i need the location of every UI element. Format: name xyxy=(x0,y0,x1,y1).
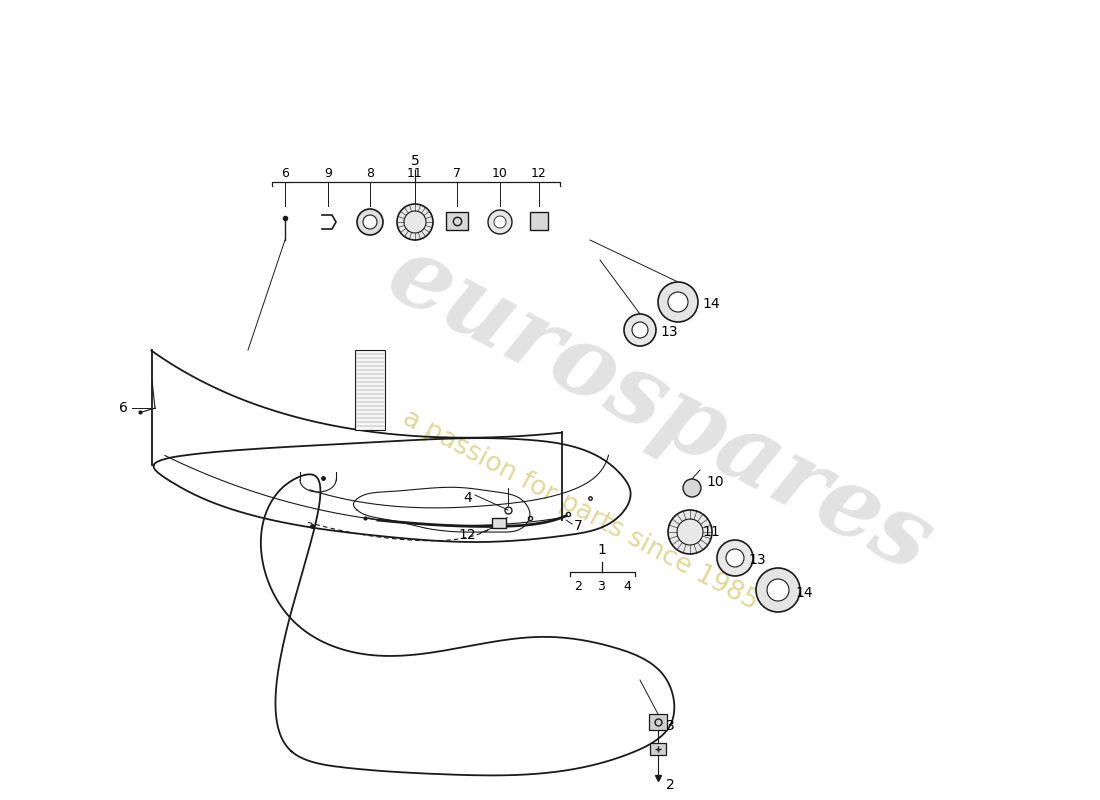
Circle shape xyxy=(624,314,656,346)
Text: 6: 6 xyxy=(119,401,128,415)
Text: a passion for parts since 1985: a passion for parts since 1985 xyxy=(398,405,762,615)
Text: 5: 5 xyxy=(410,154,419,168)
Circle shape xyxy=(668,292,688,312)
Text: 4: 4 xyxy=(463,491,472,505)
Bar xyxy=(650,743,666,755)
Text: 4: 4 xyxy=(623,579,631,593)
Text: 1: 1 xyxy=(597,543,606,557)
Bar xyxy=(649,714,667,730)
Text: 13: 13 xyxy=(660,325,678,339)
Circle shape xyxy=(767,579,789,601)
Text: 12: 12 xyxy=(531,167,547,180)
Bar xyxy=(530,212,548,230)
Text: eurospares: eurospares xyxy=(372,227,948,593)
Circle shape xyxy=(756,568,800,612)
Text: 10: 10 xyxy=(706,475,724,489)
Text: 6: 6 xyxy=(282,167,289,180)
Circle shape xyxy=(397,204,433,240)
Text: 13: 13 xyxy=(748,553,766,567)
Circle shape xyxy=(632,322,648,338)
Text: 11: 11 xyxy=(702,525,719,539)
Text: 12: 12 xyxy=(459,528,476,542)
Circle shape xyxy=(726,549,744,567)
Text: 14: 14 xyxy=(702,297,719,311)
Circle shape xyxy=(488,210,512,234)
Text: 7: 7 xyxy=(453,167,461,180)
Text: 8: 8 xyxy=(366,167,374,180)
Text: 3: 3 xyxy=(597,579,605,593)
Text: 2: 2 xyxy=(574,579,582,593)
Circle shape xyxy=(717,540,754,576)
Text: 14: 14 xyxy=(795,586,813,600)
Bar xyxy=(492,518,506,528)
Text: 2: 2 xyxy=(666,778,674,792)
Circle shape xyxy=(658,282,698,322)
Text: 7: 7 xyxy=(574,519,583,533)
Text: 9: 9 xyxy=(324,167,332,180)
Circle shape xyxy=(363,215,377,229)
Bar xyxy=(355,350,385,430)
Circle shape xyxy=(668,510,712,554)
Text: 11: 11 xyxy=(407,167,422,180)
Circle shape xyxy=(358,209,383,235)
Bar xyxy=(446,212,468,230)
Text: 10: 10 xyxy=(492,167,508,180)
Circle shape xyxy=(494,216,506,228)
Text: 3: 3 xyxy=(666,719,674,733)
Circle shape xyxy=(683,479,701,497)
